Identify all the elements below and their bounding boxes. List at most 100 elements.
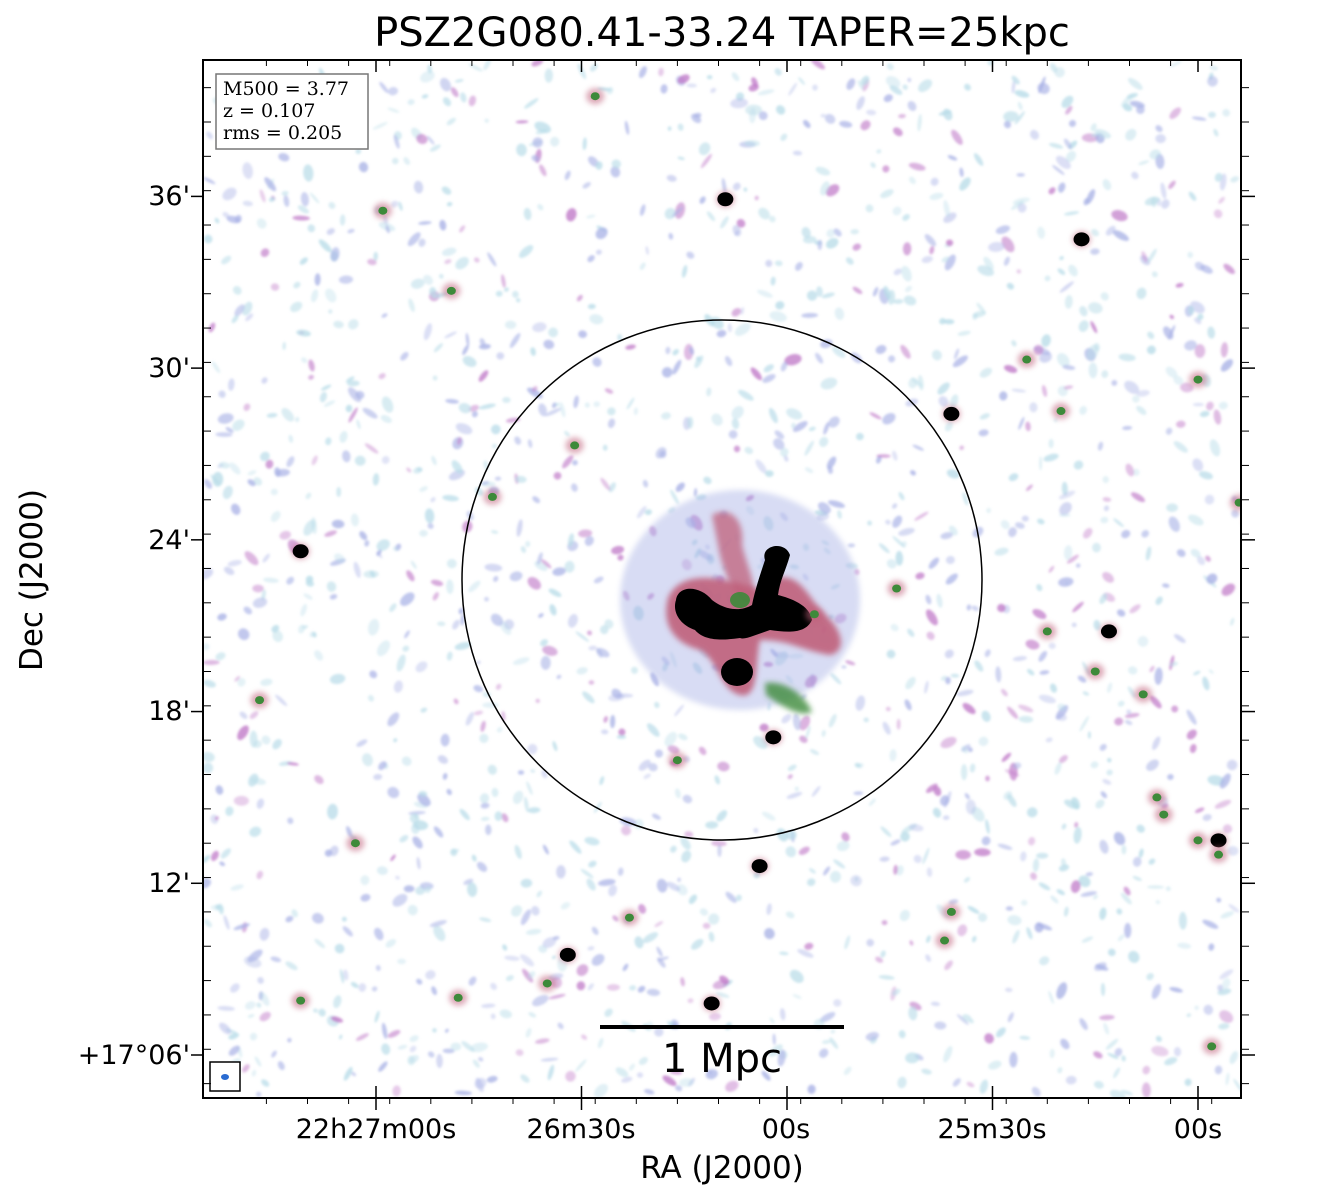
noise-speckle	[878, 975, 895, 980]
noise-speckle	[1124, 922, 1132, 939]
noise-speckle	[255, 1091, 262, 1098]
noise-speckle	[781, 714, 792, 724]
noise-speckle	[300, 603, 308, 617]
noise-speckle	[808, 868, 816, 874]
noise-speckle	[301, 357, 308, 364]
noise-speckle	[512, 290, 519, 298]
noise-speckle	[1103, 505, 1110, 512]
noise-speckle	[944, 649, 954, 659]
noise-speckle	[392, 893, 408, 907]
noise-speckle	[299, 257, 308, 265]
noise-speckle	[898, 1030, 906, 1039]
noise-speckle	[305, 580, 315, 587]
noise-speckle	[716, 329, 727, 338]
noise-speckle	[629, 1063, 635, 1071]
noise-speckle	[257, 976, 264, 984]
noise-speckle	[1169, 987, 1183, 993]
noise-speckle	[358, 983, 367, 992]
noise-speckle	[1145, 546, 1152, 561]
noise-speckle	[777, 1049, 786, 1067]
noise-speckle	[401, 756, 412, 766]
scale-bar-label: 1 Mpc	[662, 1036, 782, 1082]
noise-speckle	[1130, 492, 1146, 503]
noise-speckle	[556, 674, 562, 680]
noise-speckle	[889, 749, 897, 762]
compact-source	[350, 839, 360, 848]
noise-speckle	[833, 859, 846, 869]
noise-speckle	[799, 735, 808, 743]
noise-speckle	[1071, 622, 1077, 628]
noise-speckle	[471, 854, 477, 862]
noise-speckle	[234, 304, 245, 317]
noise-speckle	[944, 960, 953, 971]
noise-speckle	[288, 434, 294, 443]
noise-speckle	[666, 881, 681, 892]
compact-source	[1073, 232, 1090, 247]
compact-source	[1207, 1042, 1217, 1051]
noise-speckle	[363, 570, 379, 579]
noise-speckle	[926, 631, 935, 640]
noise-speckle	[902, 84, 908, 90]
noise-speckle	[856, 432, 864, 441]
noise-speckle	[770, 276, 776, 286]
compact-source	[1210, 833, 1227, 848]
noise-speckle	[1202, 919, 1219, 929]
noise-speckle	[883, 94, 893, 103]
noise-speckle	[978, 912, 988, 922]
noise-speckle	[668, 232, 674, 240]
noise-speckle	[391, 157, 399, 165]
noise-speckle	[901, 265, 912, 282]
noise-speckle	[780, 447, 789, 457]
noise-speckle	[334, 553, 345, 563]
noise-speckle	[270, 488, 278, 496]
noise-speckle	[230, 884, 244, 891]
noise-speckle	[501, 274, 506, 289]
noise-speckle	[237, 628, 250, 641]
noise-speckle	[552, 567, 566, 576]
noise-speckle	[1111, 379, 1118, 386]
noise-speckle	[734, 322, 751, 336]
noise-speckle	[1163, 326, 1174, 340]
noise-speckle	[325, 437, 332, 446]
noise-speckle	[473, 685, 484, 693]
noise-speckle	[893, 299, 904, 304]
noise-speckle	[924, 680, 929, 694]
noise-speckle	[942, 108, 953, 121]
noise-speckle	[407, 232, 421, 247]
noise-speckle	[245, 313, 254, 322]
noise-speckle	[468, 580, 481, 593]
noise-speckle	[454, 1090, 472, 1096]
noise-speckle	[867, 520, 873, 526]
noise-speckle	[242, 301, 253, 316]
noise-speckle	[1073, 826, 1082, 844]
noise-speckle	[323, 400, 336, 407]
noise-speckle	[1207, 326, 1216, 339]
noise-speckle	[490, 1013, 496, 1020]
noise-speckle	[460, 92, 467, 103]
noise-speckle	[607, 418, 616, 429]
compact-source	[624, 913, 634, 922]
noise-speckle	[1085, 872, 1093, 877]
noise-speckle	[328, 202, 336, 209]
noise-speckle	[219, 461, 230, 469]
noise-speckle	[572, 459, 578, 466]
noise-speckle	[643, 1089, 655, 1095]
noise-speckle	[1154, 667, 1163, 685]
noise-speckle	[582, 137, 587, 151]
noise-speckle	[922, 847, 930, 865]
noise-speckle	[706, 387, 712, 397]
noise-speckle	[519, 245, 534, 258]
noise-speckle	[682, 794, 693, 804]
noise-speckle	[376, 866, 388, 875]
noise-speckle	[617, 554, 624, 561]
noise-speckle	[764, 928, 775, 940]
noise-speckle	[540, 1057, 559, 1062]
noise-speckle	[769, 1044, 783, 1057]
noise-speckle	[446, 202, 453, 207]
noise-speckle	[371, 986, 378, 992]
noise-speckle	[479, 733, 489, 744]
noise-speckle	[600, 477, 611, 491]
noise-speckle	[576, 294, 583, 302]
noise-speckle	[483, 60, 491, 71]
noise-speckle	[495, 290, 503, 297]
